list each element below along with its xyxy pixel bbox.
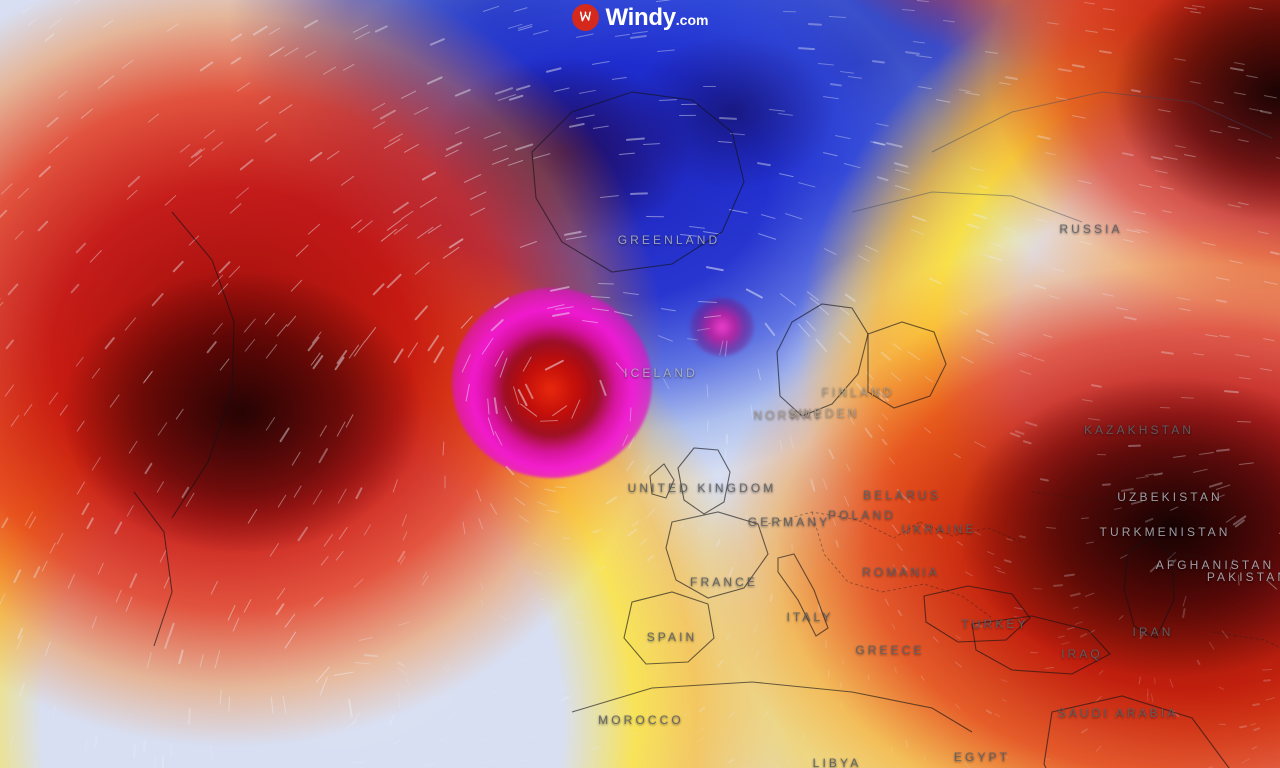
windy-logo[interactable]: Windy .com <box>0 4 1280 31</box>
windy-logo-mark-icon[interactable] <box>571 4 599 31</box>
brand-name: Windy <box>605 3 677 31</box>
windy-logo-text[interactable]: Windy .com <box>605 3 709 31</box>
brand-tld: .com <box>675 11 709 28</box>
